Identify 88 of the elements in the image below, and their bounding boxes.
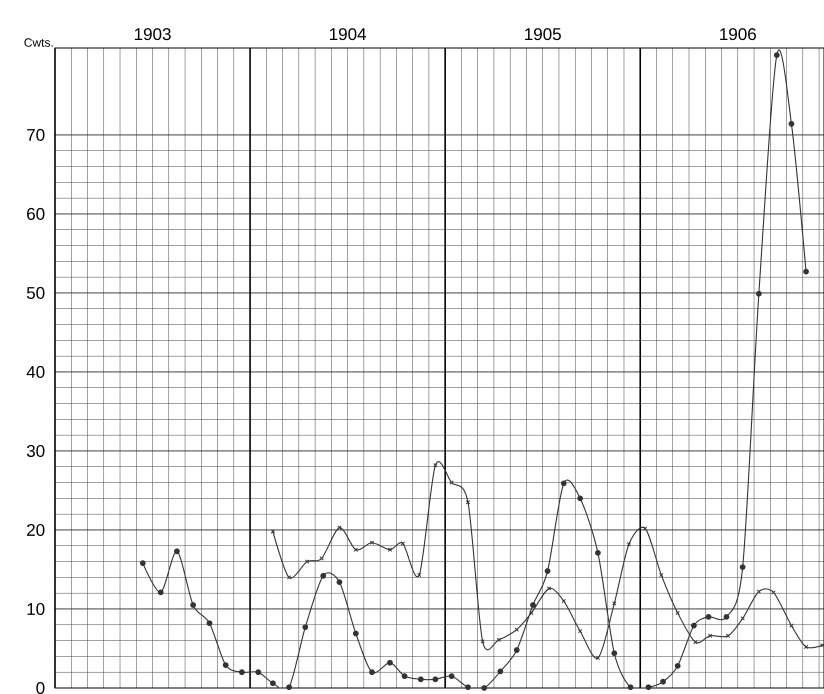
- x-tick-label: 1905: [525, 28, 561, 40]
- y-tick-label: 10: [28, 602, 44, 616]
- point: [302, 624, 308, 630]
- point: [626, 542, 632, 546]
- x-tick-label: 1906: [720, 28, 756, 40]
- point: [740, 564, 746, 570]
- point: [803, 268, 809, 274]
- point: [496, 638, 501, 642]
- point: [270, 680, 276, 686]
- point: [190, 602, 196, 608]
- point: [206, 620, 212, 626]
- point: [497, 668, 504, 674]
- point: [417, 572, 422, 578]
- point: [595, 550, 601, 556]
- x-tick-label: 1904: [330, 28, 366, 40]
- point: [466, 500, 470, 505]
- point: [448, 673, 454, 680]
- point: [693, 640, 698, 644]
- point: [480, 639, 485, 644]
- point: [400, 541, 406, 546]
- point: [158, 590, 164, 596]
- point: [354, 548, 358, 552]
- point: [690, 622, 697, 628]
- y-tick-label: 30: [26, 444, 44, 457]
- point: [286, 575, 292, 580]
- point: [756, 290, 762, 297]
- y-tick-label: 70: [27, 128, 44, 141]
- point: [804, 644, 808, 650]
- y-tick-label: 40: [26, 366, 44, 378]
- point: [708, 634, 712, 638]
- y-tick-label: 60: [27, 208, 44, 220]
- point: [319, 556, 324, 561]
- point: [514, 647, 520, 653]
- point: [418, 676, 424, 682]
- point: [726, 634, 730, 638]
- point: [660, 678, 666, 685]
- point: [562, 598, 566, 604]
- y-tick-label: 20: [27, 524, 44, 536]
- point: [578, 628, 582, 634]
- point: [646, 684, 652, 690]
- point: [706, 614, 712, 620]
- point: [514, 627, 519, 632]
- point: [222, 662, 229, 668]
- point: [238, 669, 245, 676]
- point: [788, 120, 794, 127]
- point: [612, 601, 616, 606]
- point: [337, 525, 342, 530]
- point: [546, 586, 552, 591]
- y-axis-title: Cwts.: [24, 38, 53, 47]
- point: [642, 526, 648, 531]
- point: [432, 676, 438, 682]
- point: [449, 480, 454, 485]
- point: [174, 548, 180, 554]
- point: [676, 610, 680, 616]
- point: [756, 589, 762, 594]
- point: [530, 602, 536, 608]
- point: [402, 673, 408, 680]
- point: [724, 614, 730, 620]
- point: [628, 684, 634, 690]
- point: [789, 623, 794, 628]
- point: [659, 572, 664, 578]
- point: [481, 685, 488, 691]
- point: [529, 610, 534, 616]
- point: [369, 669, 375, 676]
- point: [433, 462, 438, 468]
- point: [387, 660, 393, 666]
- point: [560, 480, 567, 486]
- point: [544, 568, 550, 574]
- point: [352, 630, 359, 636]
- point: [286, 684, 292, 690]
- point: [388, 548, 392, 552]
- point: [577, 495, 584, 502]
- point: [140, 560, 146, 566]
- y-tick-label: 0: [36, 682, 44, 694]
- point: [674, 662, 681, 669]
- x-tick-label: 1903: [134, 28, 171, 40]
- point: [370, 540, 374, 545]
- point: [774, 52, 780, 58]
- point: [771, 590, 776, 595]
- point: [320, 572, 326, 579]
- point: [611, 650, 618, 656]
- point: [740, 616, 745, 621]
- point: [596, 656, 600, 660]
- point: [336, 579, 342, 586]
- point: [465, 684, 471, 690]
- y-tick-label: 50: [26, 286, 44, 299]
- point: [304, 559, 310, 564]
- point: [255, 669, 262, 676]
